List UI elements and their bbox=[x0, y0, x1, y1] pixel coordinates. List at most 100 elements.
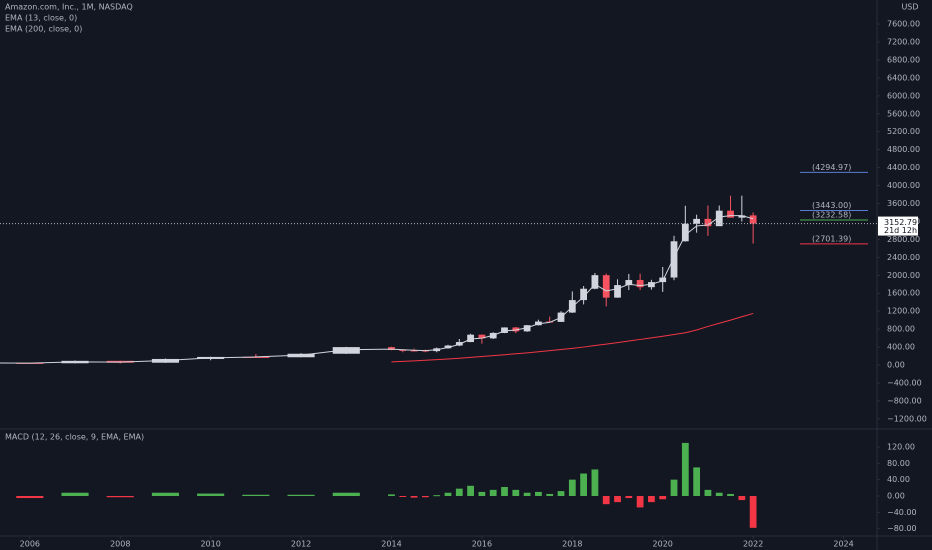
candle-body bbox=[455, 342, 463, 346]
histogram-bar bbox=[399, 495, 407, 497]
histogram-bar bbox=[738, 495, 746, 501]
price-level-label: (4294.97) bbox=[812, 163, 851, 172]
y-tick-label: 7600.00 bbox=[887, 20, 920, 29]
candle-body bbox=[602, 275, 610, 298]
histogram-bar bbox=[467, 485, 474, 496]
y-tick-label: 5200.00 bbox=[887, 127, 920, 136]
price-level-label: (3232.58) bbox=[812, 210, 851, 219]
histogram-bar bbox=[568, 479, 576, 496]
y-tick-label: 4400.00 bbox=[887, 163, 920, 172]
histogram-bar bbox=[727, 493, 734, 496]
currency-label: USD bbox=[901, 3, 918, 12]
x-tick-label: 2018 bbox=[562, 540, 582, 549]
ema-line bbox=[391, 312, 754, 363]
y-tick-label: −400.00 bbox=[887, 378, 922, 387]
candle-body bbox=[399, 349, 407, 351]
histogram-bar bbox=[61, 492, 89, 496]
y-tick-label: −80.00 bbox=[887, 524, 917, 533]
y-tick-label: 120.00 bbox=[887, 442, 915, 451]
legend-entry: EMA (200, close, 0) bbox=[5, 25, 82, 34]
x-tick-label: 2016 bbox=[472, 540, 492, 549]
y-tick-label: 3600.00 bbox=[887, 199, 920, 208]
histogram-bar bbox=[332, 492, 360, 496]
y-tick-label: 6000.00 bbox=[887, 91, 920, 100]
x-tick-label: 2008 bbox=[110, 540, 130, 549]
histogram-bar bbox=[625, 495, 633, 499]
x-tick-label: 2010 bbox=[200, 540, 220, 549]
histogram-bar bbox=[546, 493, 554, 496]
histogram-bar bbox=[433, 495, 441, 497]
y-tick-label: −800.00 bbox=[887, 396, 922, 405]
candle-body bbox=[614, 285, 621, 298]
y-tick-label: 0.00 bbox=[887, 361, 905, 370]
candle-body bbox=[444, 345, 452, 349]
chart-title: Amazon.com, Inc., 1M, NASDAQ bbox=[5, 3, 133, 12]
y-tick-label: −1200.00 bbox=[887, 414, 927, 423]
y-tick-label: 800.00 bbox=[887, 325, 915, 334]
x-tick-label: 2014 bbox=[381, 540, 401, 549]
histogram-bar bbox=[670, 479, 678, 496]
histogram-bar bbox=[489, 489, 497, 496]
histogram-bar bbox=[287, 494, 315, 496]
x-tick-label: 2024 bbox=[833, 540, 853, 549]
histogram-bar bbox=[659, 495, 667, 500]
candle-body bbox=[693, 218, 701, 224]
y-tick-label: 2000.00 bbox=[887, 271, 920, 280]
histogram-bar bbox=[704, 489, 712, 496]
y-tick-label: 4800.00 bbox=[887, 145, 920, 154]
y-tick-label: 0.00 bbox=[887, 491, 905, 500]
x-tick-label: 2012 bbox=[291, 540, 311, 549]
histogram-bar bbox=[501, 487, 508, 496]
histogram-bar bbox=[106, 495, 134, 498]
candle-body bbox=[591, 275, 599, 289]
histogram-bar bbox=[421, 495, 429, 498]
y-tick-label: 400.00 bbox=[887, 343, 915, 352]
candle-body bbox=[501, 327, 508, 333]
price-level-label: (3443.00) bbox=[812, 201, 851, 210]
candle-body bbox=[332, 347, 360, 354]
candle-body bbox=[625, 280, 633, 286]
y-tick-label: 6400.00 bbox=[887, 73, 920, 82]
candle-body bbox=[523, 325, 531, 332]
candle-body bbox=[681, 223, 689, 242]
candle-body bbox=[512, 327, 520, 332]
histogram-bar bbox=[614, 495, 621, 503]
candle-body bbox=[478, 334, 486, 339]
candle-body bbox=[636, 280, 644, 288]
histogram-bar bbox=[151, 492, 180, 496]
histogram-bar bbox=[648, 495, 655, 503]
histogram-bar bbox=[512, 489, 520, 496]
y-tick-label: 5600.00 bbox=[887, 109, 920, 118]
x-tick-label: 2020 bbox=[653, 540, 673, 549]
candle-body bbox=[580, 288, 588, 301]
candle-body bbox=[467, 334, 474, 343]
histogram-bar bbox=[197, 493, 225, 496]
candle-body bbox=[388, 347, 395, 350]
candle-body bbox=[749, 215, 757, 224]
price-level-label: (2701.39) bbox=[812, 234, 851, 243]
candle-body bbox=[670, 241, 678, 278]
histogram-bar bbox=[16, 495, 44, 499]
candle-body bbox=[738, 215, 746, 218]
histogram-bar bbox=[693, 467, 701, 496]
histogram-bar bbox=[388, 494, 395, 496]
last-price-label: 3152.79 bbox=[884, 218, 917, 227]
histogram-bar bbox=[557, 491, 565, 496]
x-tick-label: 2022 bbox=[743, 540, 763, 549]
candle-body bbox=[704, 218, 712, 227]
histogram-bar bbox=[523, 492, 531, 496]
legend-entry: EMA (13, close, 0) bbox=[5, 14, 77, 23]
histogram-bar bbox=[242, 494, 270, 496]
histogram-bar bbox=[715, 492, 723, 496]
histogram-bar bbox=[455, 488, 463, 496]
histogram-bar bbox=[478, 491, 486, 496]
histogram-bar bbox=[580, 473, 588, 496]
y-tick-label: 80.00 bbox=[887, 459, 910, 468]
y-tick-label: 1600.00 bbox=[887, 289, 920, 298]
histogram-bar bbox=[636, 495, 644, 508]
histogram-bar bbox=[749, 495, 757, 528]
y-tick-label: 4000.00 bbox=[887, 181, 920, 190]
candle-body bbox=[715, 210, 723, 227]
